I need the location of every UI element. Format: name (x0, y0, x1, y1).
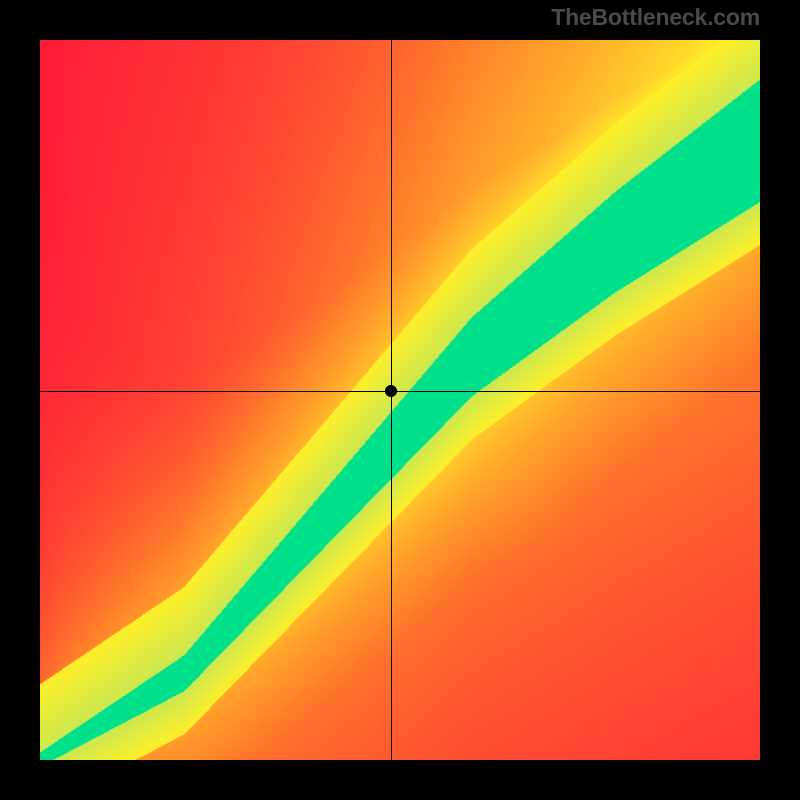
heatmap-plot (40, 40, 760, 760)
heatmap-canvas (40, 40, 760, 760)
crosshair-horizontal (40, 391, 760, 392)
crosshair-vertical (391, 40, 392, 760)
watermark-text: TheBottleneck.com (551, 4, 760, 31)
chart-frame: TheBottleneck.com (0, 0, 800, 800)
crosshair-marker (385, 385, 397, 397)
